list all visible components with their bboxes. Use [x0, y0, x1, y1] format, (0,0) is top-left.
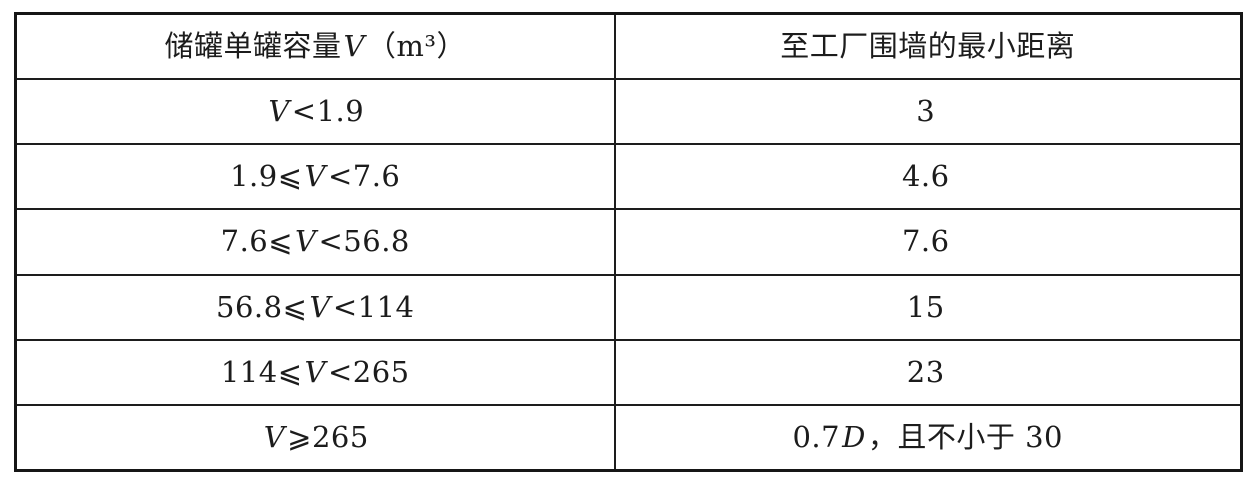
- capacity-post: <265: [327, 355, 410, 390]
- distance-cell: 0.7D，且不小于 30: [613, 404, 1243, 472]
- capacity-variable: V: [263, 420, 286, 455]
- distance-pre: 15: [906, 289, 945, 324]
- distance-cell: 15: [613, 273, 1243, 341]
- capacity-pre: 56.8⩽: [216, 289, 308, 324]
- distance-cell: 23: [613, 338, 1243, 407]
- distance-header-text: 至工厂围墙的最小距离: [780, 28, 1076, 63]
- capacity-variable: V: [304, 159, 326, 194]
- capacity-cell: 56.8⩽V<114: [14, 273, 616, 341]
- capacity-post: <56.8: [318, 224, 410, 259]
- distance-variable: [945, 355, 949, 389]
- table-row: V<1.9 3: [14, 77, 1243, 146]
- distance-cell: 4.6: [613, 143, 1243, 211]
- capacity-cell: 114⩽V<265: [14, 338, 616, 407]
- capacity-header-variable: V: [343, 28, 365, 63]
- capacity-pre: 7.6⩽: [220, 224, 294, 259]
- distance-variable: [950, 224, 954, 258]
- table-row: V⩾265 0.7D，且不小于 30: [14, 404, 1243, 472]
- distance-variable: [945, 290, 949, 324]
- distance-table: 储罐单罐容量V（m³） 至工厂围墙的最小距离 V<1.9 3 1.9⩽V<7.6…: [14, 12, 1243, 472]
- capacity-variable: V: [309, 289, 331, 324]
- capacity-variable: V: [268, 93, 290, 128]
- distance-variable: [935, 94, 939, 128]
- capacity-cell: V⩾265: [14, 404, 616, 472]
- distance-pre: 23: [906, 355, 945, 390]
- capacity-cell: V<1.9: [14, 77, 616, 146]
- capacity-pre: 114⩽: [220, 355, 303, 390]
- capacity-cell: 1.9⩽V<7.6: [14, 143, 616, 211]
- capacity-pre: 1.9⩽: [230, 159, 303, 194]
- table-header-row: 储罐单罐容量V（m³） 至工厂围墙的最小距离: [14, 12, 1243, 80]
- distance-pre: 4.6: [901, 159, 950, 194]
- capacity-variable: V: [304, 355, 326, 390]
- distance-variable: [950, 159, 954, 193]
- capacity-post: ⩾265: [287, 420, 369, 455]
- table-row: 1.9⩽V<7.6 4.6: [14, 143, 1243, 211]
- distance-column-header: 至工厂围墙的最小距离: [613, 12, 1243, 80]
- distance-variable: D: [842, 420, 866, 455]
- distance-cell: 3: [613, 77, 1243, 146]
- capacity-column-header: 储罐单罐容量V（m³）: [14, 12, 616, 80]
- capacity-header-text: 储罐单罐容量: [164, 28, 342, 63]
- distance-pre: 0.7: [792, 420, 841, 455]
- capacity-header-unit: （m³）: [366, 28, 467, 63]
- capacity-cell: 7.6⩽V<56.8: [14, 208, 616, 276]
- capacity-post: <1.9: [291, 93, 365, 128]
- distance-cell: 7.6: [613, 208, 1243, 276]
- table-row: 114⩽V<265 23: [14, 338, 1243, 407]
- distance-pre: 7.6: [901, 224, 950, 259]
- capacity-variable: V: [295, 224, 317, 259]
- distance-post: ，且不小于 30: [867, 420, 1063, 455]
- capacity-post: <114: [332, 289, 415, 324]
- distance-pre: 3: [916, 93, 936, 128]
- table-row: 7.6⩽V<56.8 7.6: [14, 208, 1243, 276]
- table-row: 56.8⩽V<114 15: [14, 273, 1243, 341]
- capacity-post: <7.6: [327, 159, 401, 194]
